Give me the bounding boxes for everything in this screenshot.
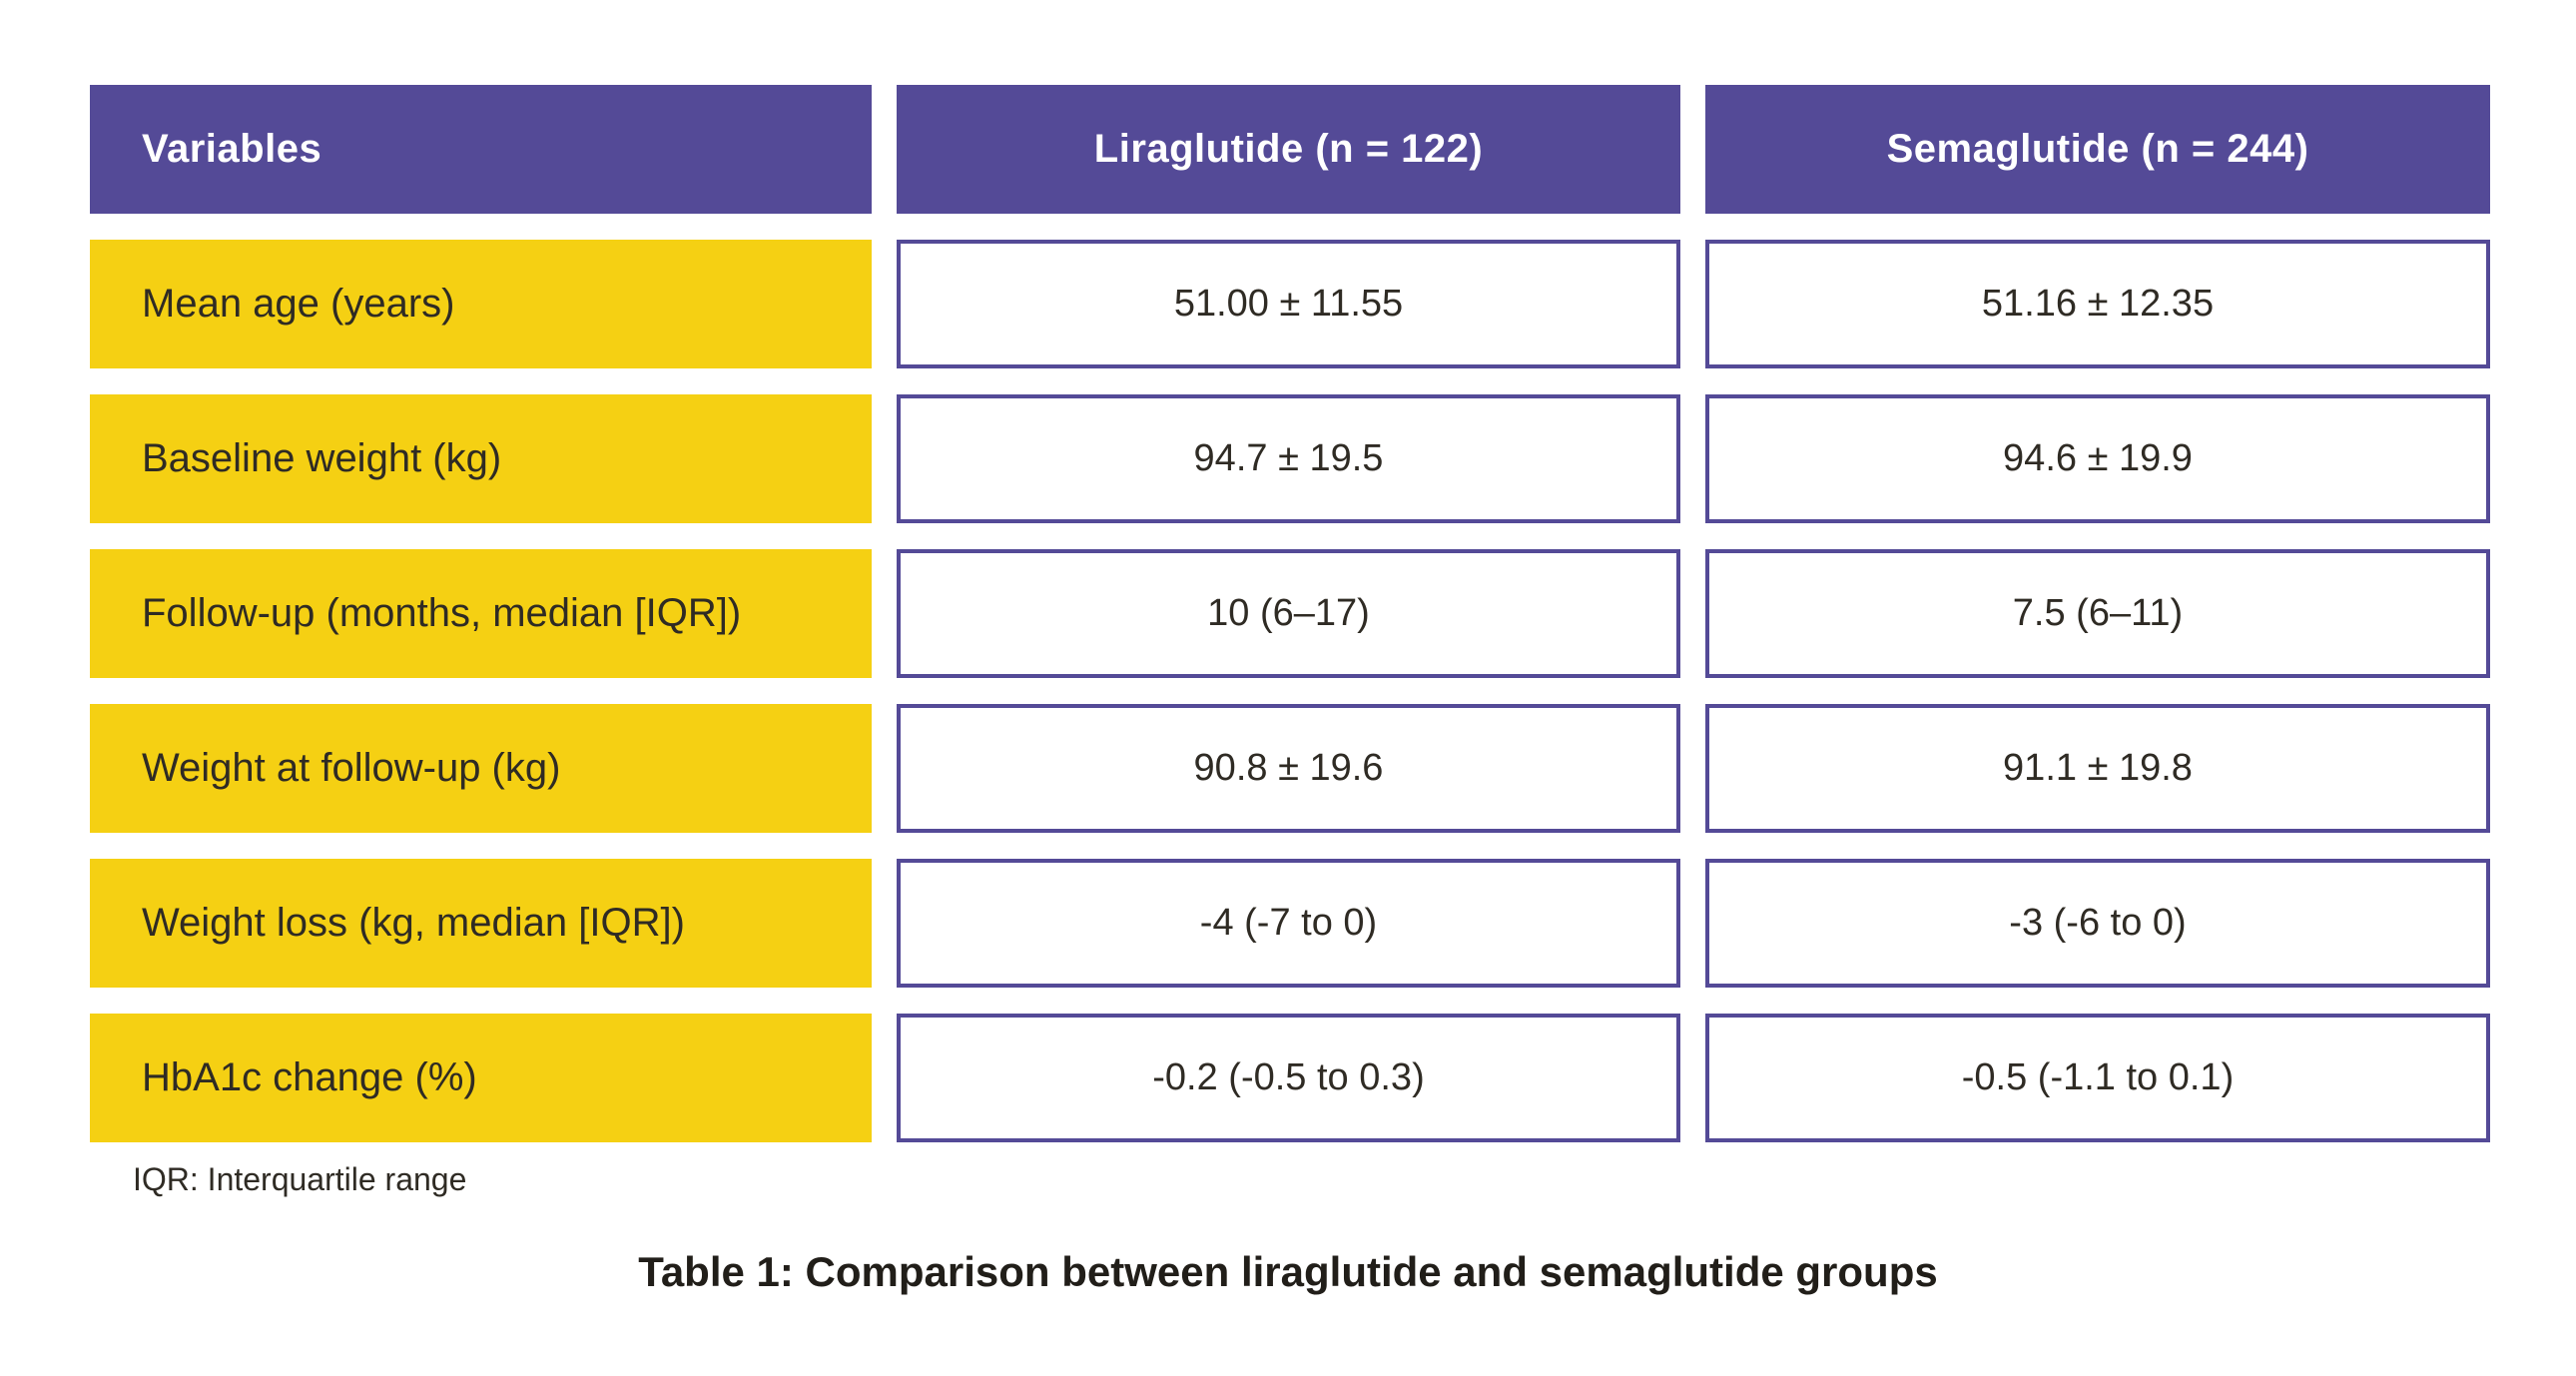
value-hba1c-change-semaglutide: -0.5 (-1.1 to 0.1) (1705, 1014, 2490, 1142)
column-header-label: Variables (142, 127, 322, 171)
row-label-text: Baseline weight (kg) (142, 436, 502, 480)
column-header-variables: Variables (90, 85, 872, 214)
value-follow-up-liraglutide: 10 (6–17) (897, 549, 1680, 678)
row-label-text: Weight at follow-up (kg) (142, 746, 561, 790)
value-text: 51.16 ± 12.35 (1981, 283, 2215, 325)
value-weight-at-follow-up-liraglutide: 90.8 ± 19.6 (897, 704, 1680, 833)
value-text: 91.1 ± 19.8 (2003, 747, 2193, 789)
column-header-label: Liraglutide (n = 122) (1093, 127, 1484, 171)
row-label-text: HbA1c change (%) (142, 1055, 477, 1099)
value-text: 90.8 ± 19.6 (1193, 747, 1384, 789)
value-text: -4 (-7 to 0) (1199, 902, 1378, 944)
value-mean-age-liraglutide: 51.00 ± 11.55 (897, 240, 1680, 368)
row-label-mean-age: Mean age (years) (90, 240, 872, 368)
table-caption: Table 1: Comparison between liraglutide … (638, 1248, 1938, 1295)
value-text: 51.00 ± 11.55 (1173, 283, 1404, 325)
value-text: -3 (-6 to 0) (2009, 902, 2187, 944)
value-follow-up-semaglutide: 7.5 (6–11) (1705, 549, 2490, 678)
value-hba1c-change-liraglutide: -0.2 (-0.5 to 0.3) (897, 1014, 1680, 1142)
value-weight-loss-liraglutide: -4 (-7 to 0) (897, 859, 1680, 988)
value-text: -0.5 (-1.1 to 0.1) (1961, 1056, 2235, 1098)
row-label-text: Mean age (years) (142, 282, 455, 326)
column-header-label: Semaglutide (n = 244) (1886, 127, 2309, 171)
value-text: 94.7 ± 19.5 (1193, 437, 1384, 479)
row-label-baseline-weight: Baseline weight (kg) (90, 394, 872, 523)
row-label-follow-up: Follow-up (months, median [IQR]) (90, 549, 872, 678)
value-weight-loss-semaglutide: -3 (-6 to 0) (1705, 859, 2490, 988)
row-label-weight-loss: Weight loss (kg, median [IQR]) (90, 859, 872, 988)
value-weight-at-follow-up-semaglutide: 91.1 ± 19.8 (1705, 704, 2490, 833)
column-header-liraglutide: Liraglutide (n = 122) (897, 85, 1680, 214)
value-baseline-weight-semaglutide: 94.6 ± 19.9 (1705, 394, 2490, 523)
value-baseline-weight-liraglutide: 94.7 ± 19.5 (897, 394, 1680, 523)
comparison-table: Variables Liraglutide (n = 122) Semaglut… (90, 85, 2490, 1142)
value-text: 94.6 ± 19.9 (2003, 437, 2193, 479)
value-text: 7.5 (6–11) (2012, 592, 2184, 634)
column-header-semaglutide: Semaglutide (n = 244) (1705, 85, 2490, 214)
row-label-text: Weight loss (kg, median [IQR]) (142, 901, 685, 945)
row-label-hba1c-change: HbA1c change (%) (90, 1014, 872, 1142)
value-mean-age-semaglutide: 51.16 ± 12.35 (1705, 240, 2490, 368)
iqr-footnote: IQR: Interquartile range (133, 1161, 467, 1197)
row-label-weight-at-follow-up: Weight at follow-up (kg) (90, 704, 872, 833)
value-text: 10 (6–17) (1207, 592, 1370, 634)
row-label-text: Follow-up (months, median [IQR]) (142, 591, 742, 635)
value-text: -0.2 (-0.5 to 0.3) (1152, 1056, 1425, 1098)
